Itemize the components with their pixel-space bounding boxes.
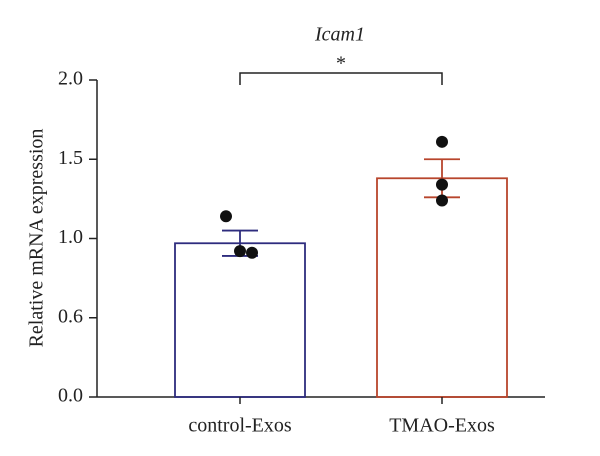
y-axis-label: Relative mRNA expression xyxy=(26,129,48,348)
y-tick-label: 2.0 xyxy=(58,68,83,90)
data-point xyxy=(220,210,232,223)
bar xyxy=(174,242,306,398)
data-point xyxy=(436,178,448,191)
data-point xyxy=(436,135,448,148)
significance-label: * xyxy=(336,53,346,75)
x-tick-label: control-Exos xyxy=(188,415,292,437)
y-tick-label: 0.0 xyxy=(58,385,83,407)
chart-title: Icam1 xyxy=(314,24,365,46)
data-point xyxy=(436,194,448,207)
y-tick-label: 1.5 xyxy=(58,147,83,169)
y-tick-label: 1.0 xyxy=(58,226,83,248)
x-tick-label: TMAO-Exos xyxy=(389,415,495,437)
data-point xyxy=(234,245,246,258)
bar xyxy=(376,177,508,398)
significance-bracket xyxy=(239,72,443,85)
data-point xyxy=(246,246,258,259)
y-tick-label: 0.6 xyxy=(58,305,83,327)
